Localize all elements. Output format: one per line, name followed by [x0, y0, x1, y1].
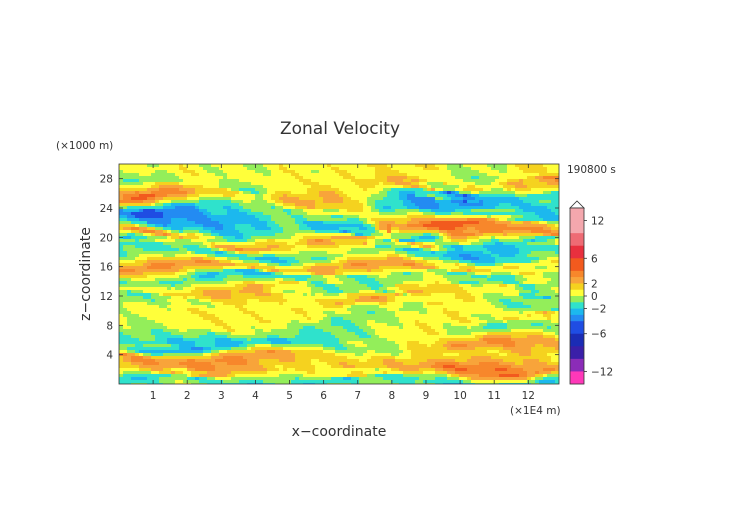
- colorbar-level: [570, 302, 584, 309]
- y-axis: 4 8 12 16 20 24 28: [100, 174, 559, 362]
- colorbar-level: [570, 258, 584, 272]
- colorbar-tick-label: −2: [591, 304, 606, 316]
- colorbar-level: [570, 346, 584, 360]
- y-tick-label: 28: [100, 174, 113, 186]
- colorbar-level: [570, 308, 584, 316]
- x-tick-label: 10: [453, 390, 466, 402]
- y-unit-label: (×1000 m): [56, 140, 113, 152]
- y-tick-label: 8: [106, 320, 113, 332]
- colorbar-tick-label: −12: [591, 366, 613, 378]
- colorbar-tick-label: −6: [591, 329, 607, 341]
- x-tick-label: 6: [320, 390, 327, 402]
- x-unit-label: (×1E4 m): [510, 405, 561, 417]
- x-tick-label: 8: [389, 390, 396, 402]
- x-tick-label: 11: [488, 390, 501, 402]
- x-tick-label: 2: [184, 390, 191, 402]
- x-tick-label: 3: [218, 390, 225, 402]
- colorbar-tick-label: 6: [591, 253, 598, 265]
- colorbar-level: [570, 333, 584, 347]
- colorbar-level: [570, 289, 584, 297]
- colorbar-tick-label: 2: [591, 278, 598, 290]
- colorbar-level: [570, 296, 584, 303]
- y-tick-label: 4: [106, 350, 113, 362]
- colorbar-level: [570, 283, 584, 291]
- colorbar-tick-label: 12: [591, 216, 604, 228]
- colorbar-level: [570, 270, 584, 278]
- x-tick-label: 4: [252, 390, 259, 402]
- x-axis: 1 2 3 4 5 6 7 8 9 10 11 12: [150, 164, 535, 402]
- x-tick-label: 9: [423, 390, 430, 402]
- chart-title: Zonal Velocity: [280, 119, 400, 139]
- y-axis-label: z−coordinate: [78, 227, 94, 321]
- colorbar-level: [570, 314, 584, 322]
- x-axis-label: x−coordinate: [292, 424, 387, 440]
- y-tick-label: 20: [100, 232, 113, 244]
- y-tick-label: 12: [100, 291, 113, 303]
- y-tick-label: 24: [100, 203, 114, 215]
- x-tick-label: 7: [354, 390, 361, 402]
- x-tick-label: 12: [522, 390, 535, 402]
- colorbar-level: [570, 233, 584, 247]
- time-label: 190800 s: [567, 164, 616, 176]
- y-tick-label: 16: [100, 262, 114, 274]
- colorbar: 12 6 20−2 −6 −12: [569, 200, 613, 385]
- colorbar-extend-arrow: [569, 200, 585, 209]
- colorbar-level: [570, 277, 584, 284]
- colorbar-level: [570, 371, 584, 385]
- x-tick-label: 1: [150, 390, 157, 402]
- plot-frame: [118, 163, 560, 385]
- colorbar-level: [570, 321, 584, 335]
- x-tick-label: 5: [286, 390, 293, 402]
- colorbar-level: [570, 358, 584, 372]
- colorbar-level: [570, 208, 584, 234]
- velocity-field: [119, 164, 559, 384]
- colorbar-level: [570, 245, 584, 259]
- colorbar-tick-label: 0: [591, 291, 598, 303]
